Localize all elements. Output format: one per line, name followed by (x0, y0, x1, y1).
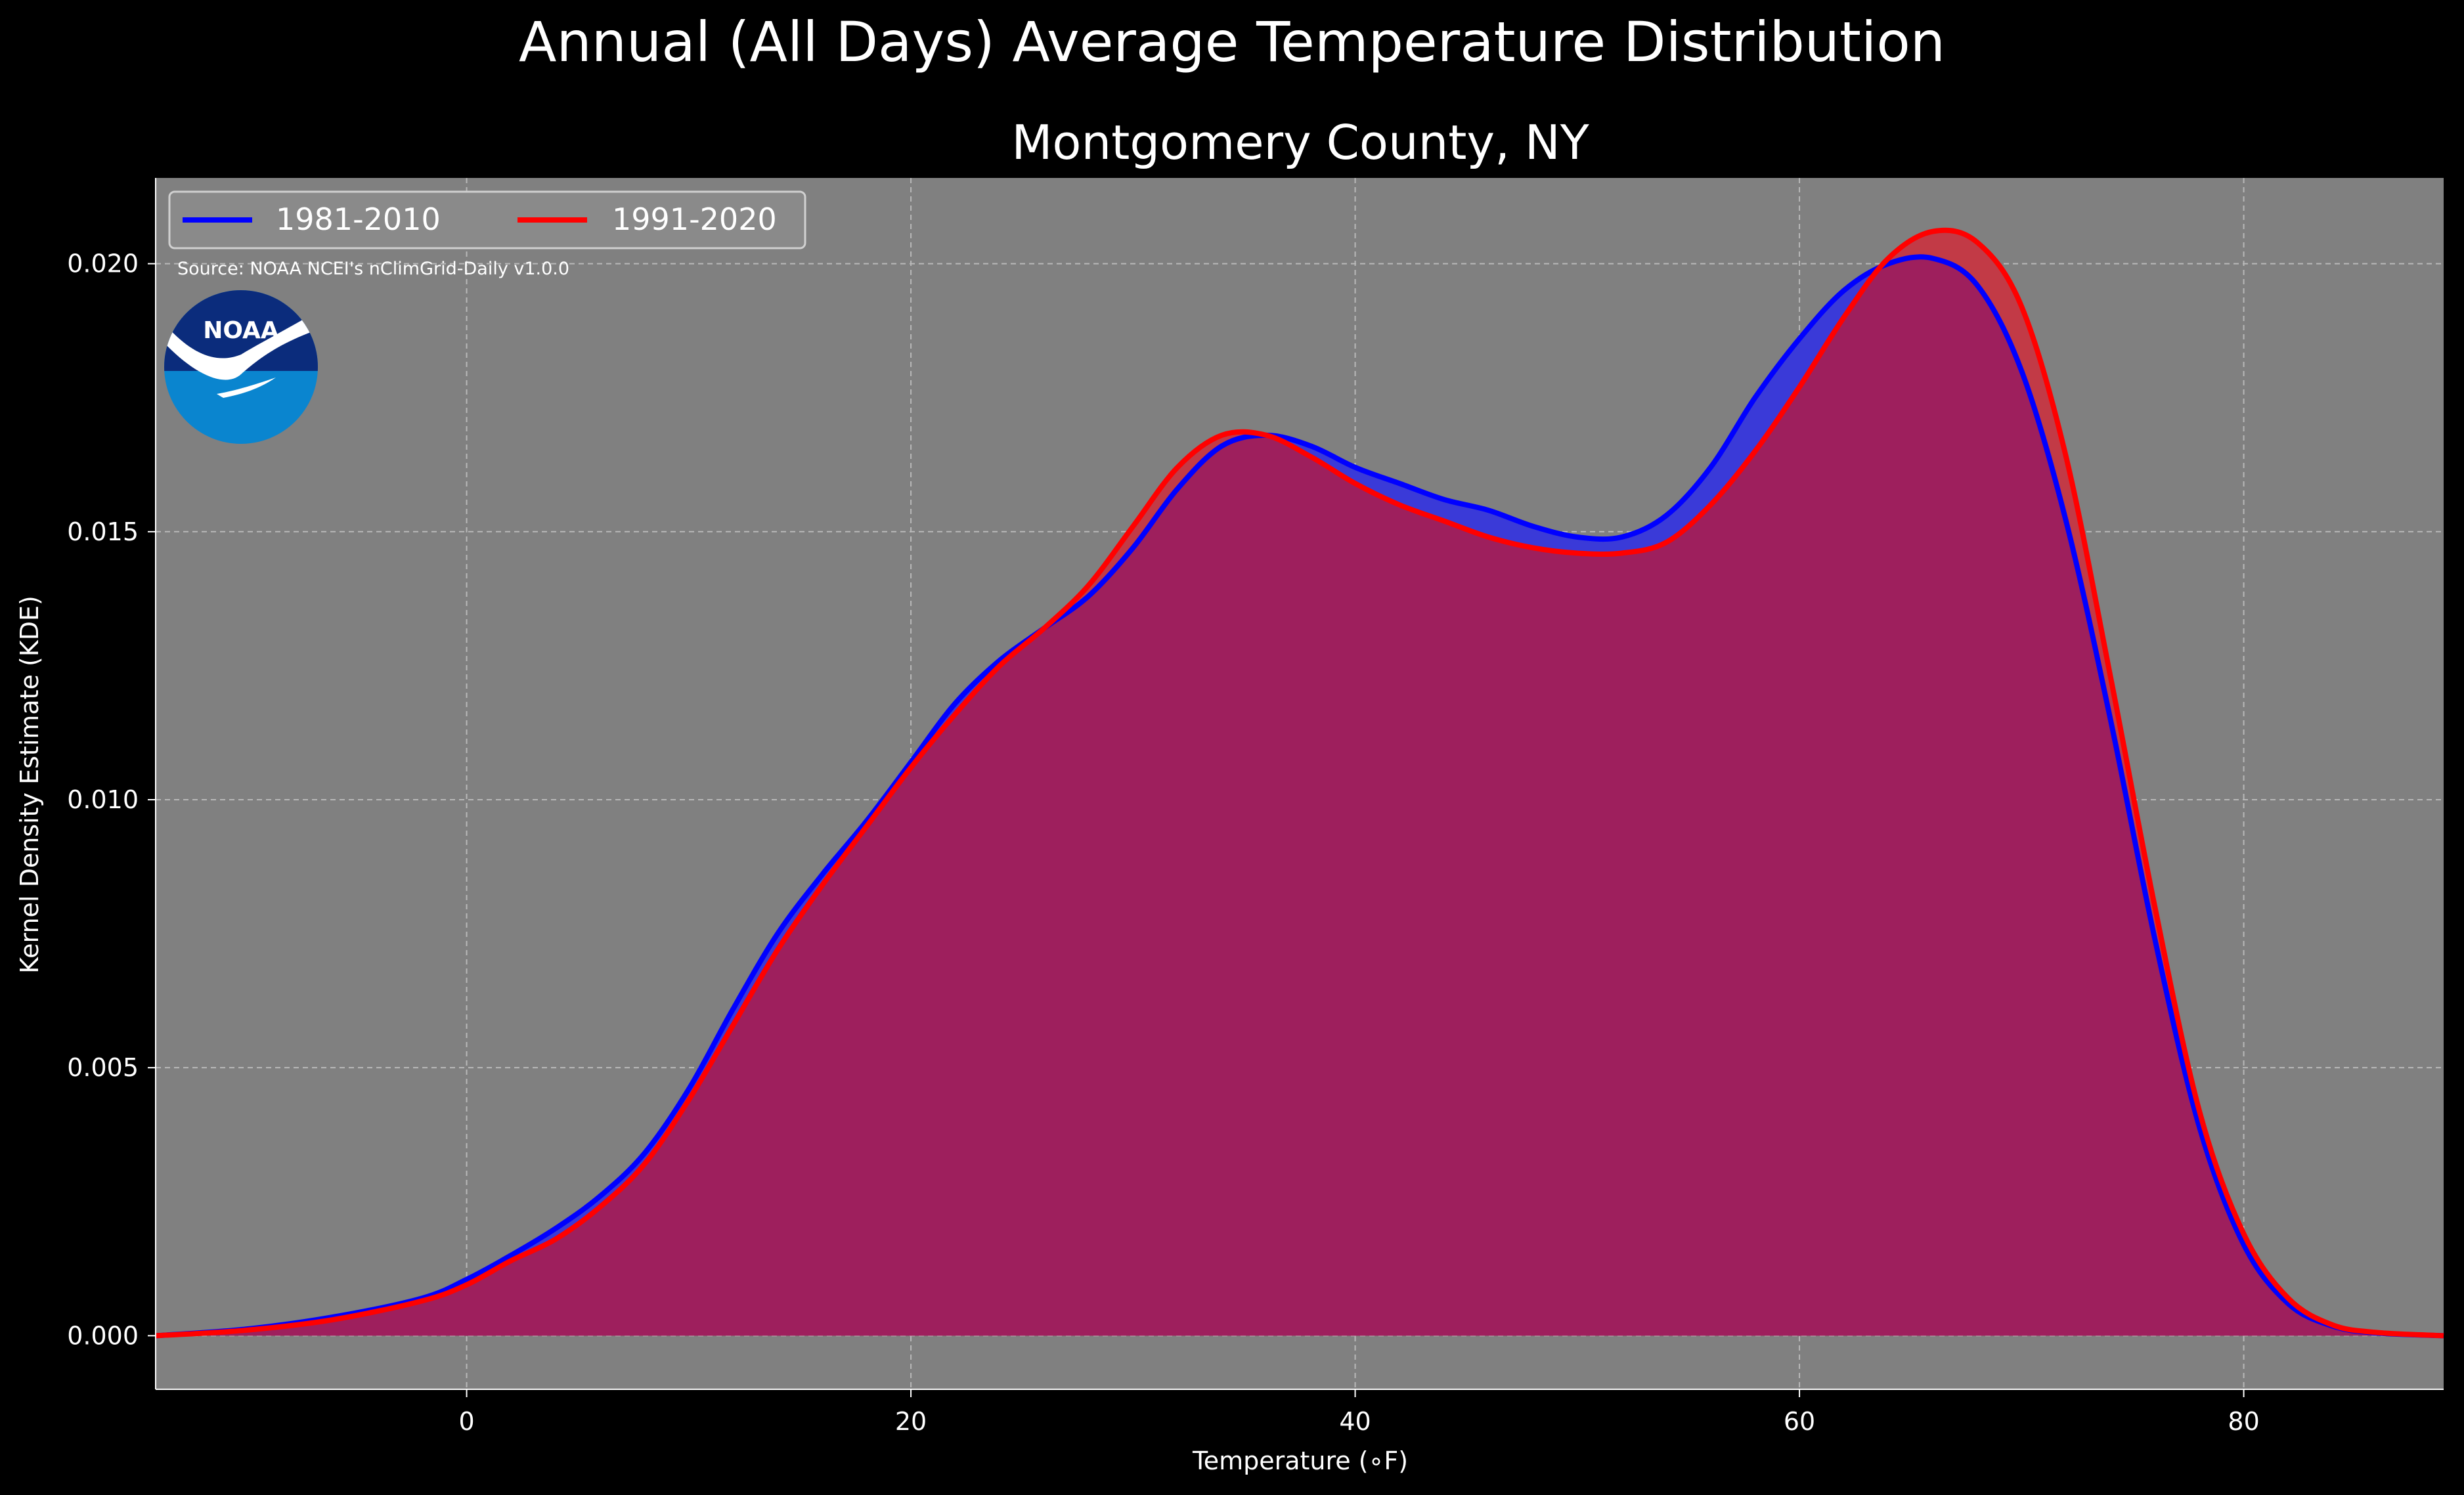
series-fills (156, 230, 2444, 1336)
legend-label-1991-2020: 1991-2020 (612, 202, 777, 237)
legend-label-1981-2010: 1981-2010 (276, 202, 441, 237)
chart-title: Montgomery County, NY (1011, 115, 1589, 170)
axes-frame (155, 178, 2444, 1390)
noaa-logo-text: NOAA (203, 317, 279, 344)
x-tick-label: 80 (2228, 1407, 2259, 1436)
series-line-1991-2020 (155, 227, 2444, 1339)
x-tick-label: 20 (895, 1407, 927, 1436)
y-tick-label: 0.015 (67, 517, 139, 546)
x-tick-label: 40 (1339, 1407, 1371, 1436)
y-axis-label: Kernel Density Estimate (KDE) (15, 596, 44, 974)
noaa-logo: NOAA (164, 290, 318, 444)
legend: 1981-2010 1991-2020 (168, 190, 806, 249)
tick-marks: 0 20 40 60 80 0.000 0.005 0.010 0.015 0.020 (67, 249, 2260, 1436)
x-tick-label: 0 (458, 1407, 474, 1436)
figure-suptitle: Annual (All Days) Average Temperature Di… (519, 10, 1945, 74)
overlap-fill (156, 257, 2444, 1336)
legend-box (168, 190, 806, 249)
x-axis-label: Temperature (∘F) (1192, 1446, 1408, 1475)
series-line-1981-2010 (155, 254, 2444, 1339)
y-tick-label: 0.005 (67, 1053, 139, 1082)
y-tick-label: 0.000 (67, 1321, 139, 1350)
y-tick-label: 0.010 (67, 785, 139, 814)
source-note: Source: NOAA NCEI's nClimGrid-Daily v1.0… (177, 259, 569, 279)
y-tick-label: 0.020 (67, 249, 139, 278)
series-lines (155, 227, 2444, 1339)
x-tick-label: 60 (1784, 1407, 1815, 1436)
